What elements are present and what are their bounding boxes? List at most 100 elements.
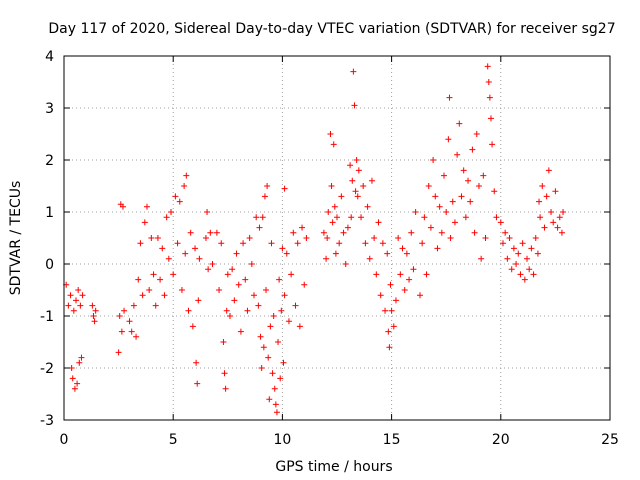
data-point <box>385 328 392 335</box>
data-point <box>128 328 135 335</box>
data-point <box>469 146 476 153</box>
data-point <box>222 385 229 392</box>
data-point <box>543 193 550 200</box>
data-point <box>486 94 493 101</box>
data-point <box>115 349 122 356</box>
data-point <box>279 245 286 252</box>
data-point <box>432 193 439 200</box>
data-point <box>170 271 177 278</box>
data-point <box>157 276 164 283</box>
data-point <box>150 271 157 278</box>
data-point <box>146 287 153 293</box>
data-point <box>526 266 533 273</box>
data-point <box>331 203 338 210</box>
data-point <box>545 167 552 174</box>
data-point <box>303 235 310 241</box>
data-point <box>438 229 445 236</box>
data-point <box>536 198 543 205</box>
data-point <box>248 261 255 267</box>
x-tick-label: 5 <box>169 432 178 448</box>
gridlines <box>64 56 610 420</box>
data-point <box>410 266 417 273</box>
data-point <box>172 193 179 200</box>
data-point <box>233 250 240 257</box>
data-point <box>334 214 340 221</box>
data-point <box>446 94 453 101</box>
data-point <box>384 250 391 257</box>
y-tick-label: 2 <box>45 153 54 169</box>
data-point <box>355 167 362 174</box>
data-point <box>386 344 393 351</box>
data-point <box>443 209 450 215</box>
data-point <box>406 276 413 283</box>
data-point <box>475 183 482 189</box>
data-point <box>143 203 150 210</box>
data-point <box>272 401 279 408</box>
data-point <box>465 177 472 184</box>
data-point <box>364 203 371 210</box>
data-point <box>196 255 203 262</box>
data-point <box>275 339 282 345</box>
data-point <box>421 214 428 221</box>
data-point <box>276 276 283 283</box>
plot-frame <box>63 55 611 421</box>
data-point <box>75 287 82 293</box>
data-points <box>63 63 567 416</box>
data-point <box>329 219 336 226</box>
data-point <box>182 250 189 257</box>
data-point <box>91 318 98 325</box>
data-point <box>382 307 389 314</box>
data-point <box>226 313 233 319</box>
data-point <box>178 287 185 293</box>
data-point <box>263 287 270 293</box>
data-point <box>294 240 301 247</box>
data-point <box>148 235 155 241</box>
data-point <box>366 255 373 262</box>
data-point <box>462 214 469 221</box>
data-point <box>133 333 140 340</box>
data-point <box>301 281 308 288</box>
data-point <box>387 281 394 288</box>
data-point <box>323 255 330 262</box>
data-point <box>244 307 251 314</box>
data-point <box>271 385 278 392</box>
data-point <box>205 266 212 273</box>
data-point <box>497 219 504 226</box>
data-point <box>242 276 249 283</box>
data-point <box>235 281 242 288</box>
data-point <box>473 131 480 137</box>
data-point <box>231 297 238 304</box>
data-point <box>78 354 85 361</box>
data-point <box>288 271 295 278</box>
data-point <box>73 297 80 304</box>
data-point <box>161 292 168 299</box>
data-point <box>277 375 284 382</box>
data-point <box>278 307 285 314</box>
data-point <box>330 141 337 148</box>
data-point <box>513 261 520 267</box>
data-point <box>397 271 404 278</box>
data-point <box>447 235 454 241</box>
data-point <box>521 276 528 283</box>
data-point <box>141 219 148 226</box>
y-tick-label: 1 <box>45 205 54 221</box>
y-tick-label: -3 <box>40 413 54 429</box>
data-point <box>218 240 225 247</box>
x-tick-label: 0 <box>60 432 69 448</box>
data-point <box>257 333 264 340</box>
data-point <box>467 198 474 205</box>
data-point <box>183 172 190 179</box>
data-point <box>502 229 509 236</box>
x-tick-label: 20 <box>492 432 510 448</box>
data-point <box>430 157 437 163</box>
data-point <box>207 229 214 236</box>
data-point <box>259 214 266 221</box>
data-point <box>216 287 223 293</box>
y-tick-label: -1 <box>40 309 54 325</box>
data-point <box>550 219 557 226</box>
data-point <box>552 188 559 195</box>
data-point <box>253 214 260 221</box>
y-tick-label: 0 <box>45 257 54 273</box>
data-point <box>403 250 410 257</box>
data-point <box>482 235 489 241</box>
